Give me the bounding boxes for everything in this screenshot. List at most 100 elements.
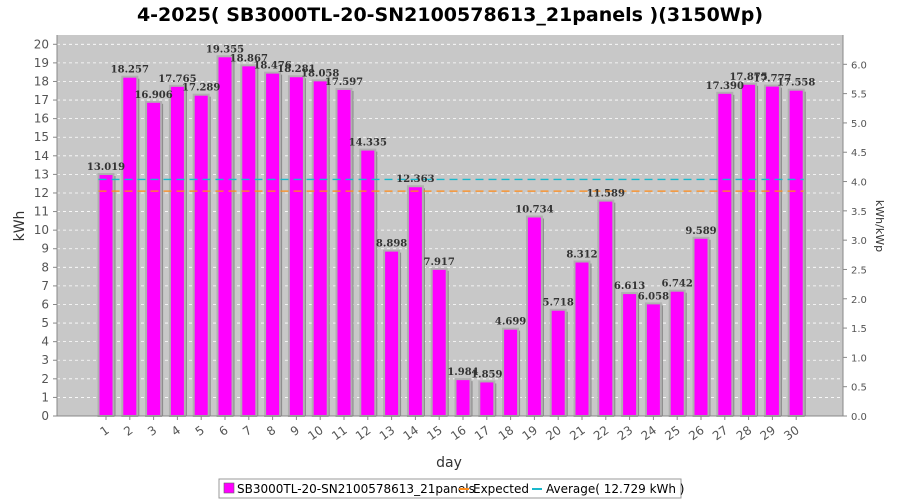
bar bbox=[787, 88, 805, 417]
bar bbox=[573, 260, 591, 417]
y-axis-right-title: kWh/kWp bbox=[873, 200, 886, 252]
x-tick-label: 16 bbox=[448, 423, 469, 443]
y-tick-label: 14 bbox=[34, 149, 49, 163]
legend-swatch-production bbox=[223, 482, 235, 494]
bar-value-label: 17.597 bbox=[325, 77, 363, 88]
y-tick-label: 20 bbox=[34, 37, 49, 51]
bar bbox=[454, 378, 472, 418]
bar bbox=[692, 236, 710, 417]
bar bbox=[383, 249, 401, 417]
x-tick-label: 14 bbox=[401, 423, 422, 443]
y-right-tick-label: 1.5 bbox=[851, 324, 867, 335]
bar-value-label: 17.765 bbox=[158, 74, 196, 85]
x-tick-label: 19 bbox=[520, 423, 541, 443]
y-tick-label: 3 bbox=[41, 353, 49, 367]
bar-value-label: 19.355 bbox=[206, 44, 244, 55]
y-tick-label: 17 bbox=[34, 93, 49, 107]
bar bbox=[549, 308, 567, 417]
bar-value-label: 14.335 bbox=[349, 138, 387, 149]
bar-value-label: 5.718 bbox=[543, 298, 574, 309]
bar bbox=[121, 75, 139, 417]
y-axis-title: kWh bbox=[12, 211, 28, 242]
y-right-tick-label: 5.5 bbox=[851, 90, 867, 101]
y-tick-label: 5 bbox=[41, 316, 49, 330]
y-right-tick-label: 1.0 bbox=[851, 353, 867, 364]
legend-label-average: Average( 12.729 kWh ) bbox=[546, 482, 685, 496]
y-tick-label: 4 bbox=[41, 335, 49, 349]
plot-area bbox=[57, 35, 843, 416]
bar bbox=[716, 91, 734, 418]
x-tick-label: 3 bbox=[145, 423, 159, 439]
bar-value-label: 17.558 bbox=[777, 78, 815, 89]
bar bbox=[668, 289, 686, 417]
y-tick-label: 18 bbox=[34, 74, 49, 88]
bar bbox=[644, 302, 662, 417]
y-right-tick-label: 0.0 bbox=[851, 412, 867, 423]
bar-value-label: 4.699 bbox=[495, 317, 526, 328]
bars bbox=[97, 55, 806, 418]
gridlines bbox=[57, 43, 843, 417]
y-tick-label: 0 bbox=[41, 409, 49, 423]
y-right-tick-label: 4.0 bbox=[851, 178, 867, 189]
bar bbox=[525, 215, 543, 417]
reference-lines bbox=[98, 178, 804, 192]
bar-value-label: 1.859 bbox=[471, 369, 502, 380]
x-tick-label: 17 bbox=[472, 423, 493, 443]
bar bbox=[740, 82, 758, 417]
bar-value-label: 7.917 bbox=[424, 257, 455, 268]
bar bbox=[264, 71, 282, 417]
y-tick-label: 7 bbox=[41, 279, 49, 293]
x-tick-label: 28 bbox=[734, 423, 755, 443]
y-right-tick-label: 0.5 bbox=[851, 383, 867, 394]
bar-value-label: 18.281 bbox=[277, 64, 315, 75]
y-right-tick-label: 5.0 bbox=[851, 119, 867, 130]
bar bbox=[478, 380, 496, 417]
y-tick-label: 8 bbox=[41, 260, 49, 274]
x-tick-label: 4 bbox=[169, 423, 183, 439]
bar bbox=[502, 327, 520, 417]
bar bbox=[240, 64, 258, 417]
x-tick-label: 21 bbox=[567, 423, 588, 443]
x-tick-label: 9 bbox=[288, 423, 302, 439]
y-right-tick-label: 3.0 bbox=[851, 236, 867, 247]
legend-label-expected: Expected bbox=[473, 482, 529, 496]
x-tick-label: 23 bbox=[615, 423, 636, 443]
y-right-tick-label: 3.5 bbox=[851, 207, 867, 218]
bar-value-label: 17.390 bbox=[706, 81, 744, 92]
bar bbox=[430, 267, 448, 417]
bar bbox=[763, 84, 781, 418]
y-tick-label: 15 bbox=[34, 130, 49, 144]
legend-label-production: SB3000TL-20-SN2100578613_21panels bbox=[237, 482, 475, 496]
bar-value-label: 9.589 bbox=[685, 226, 716, 237]
bar bbox=[311, 79, 329, 417]
bar-value-label: 12.363 bbox=[396, 174, 434, 185]
bar-value-label: 13.019 bbox=[87, 162, 125, 173]
x-tick-label: 24 bbox=[639, 423, 660, 443]
y-tick-label: 16 bbox=[34, 112, 49, 126]
x-tick-label: 11 bbox=[329, 423, 350, 443]
x-tick-label: 13 bbox=[377, 423, 398, 443]
y-right-tick-label: 2.0 bbox=[851, 295, 867, 306]
bar bbox=[168, 84, 186, 418]
x-tick-label: 22 bbox=[591, 423, 612, 443]
x-tick-label: 25 bbox=[662, 423, 683, 443]
x-tick-label: 10 bbox=[305, 423, 326, 443]
x-axis-title: day bbox=[436, 455, 462, 471]
bar-value-label: 18.867 bbox=[230, 53, 268, 64]
bar bbox=[287, 75, 305, 417]
x-tick-label: 1 bbox=[97, 423, 111, 439]
y-right-tick-label: 2.5 bbox=[851, 265, 867, 276]
x-tick-label: 30 bbox=[781, 423, 802, 443]
bar bbox=[621, 292, 639, 417]
bar-value-label: 6.058 bbox=[638, 291, 669, 302]
y-tick-label: 19 bbox=[34, 56, 49, 70]
y-tick-label: 1 bbox=[41, 390, 49, 404]
x-tick-label: 12 bbox=[353, 423, 374, 443]
y-tick-label: 13 bbox=[34, 167, 49, 181]
y-tick-label: 12 bbox=[34, 186, 49, 200]
x-tick-label: 7 bbox=[240, 423, 254, 439]
x-tick-label: 2 bbox=[121, 423, 135, 439]
bar bbox=[192, 93, 210, 417]
